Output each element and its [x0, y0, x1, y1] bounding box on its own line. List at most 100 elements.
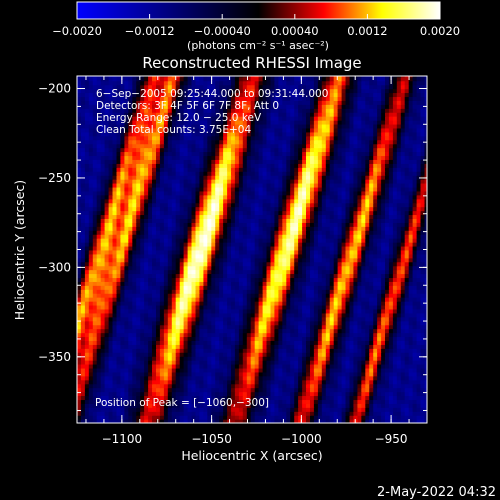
heatmap-cell: [215, 277, 220, 282]
heatmap-cell: [234, 214, 240, 219]
heatmap-cell: [77, 371, 82, 377]
heatmap-cell: [365, 281, 370, 286]
heatmap-cell: [408, 367, 414, 373]
heatmap-cell: [215, 411, 220, 416]
heatmap-cell: [412, 273, 418, 279]
heatmap-cell: [258, 383, 264, 389]
heatmap-cell: [250, 297, 256, 302]
heatmap-cell: [278, 348, 283, 353]
heatmap-cell: [104, 253, 110, 259]
heatmap-cell: [128, 257, 133, 263]
heatmap-cell: [152, 261, 157, 267]
heatmap-cell: [148, 222, 153, 227]
heatmap-cell: [120, 379, 125, 385]
heatmap-cell: [381, 411, 386, 416]
heatmap-cell: [77, 234, 82, 239]
heatmap-cell: [404, 415, 410, 420]
heatmap-cell: [369, 226, 374, 231]
heatmap-cell: [294, 383, 299, 389]
heatmap-cell: [345, 375, 351, 381]
heatmap-cell: [77, 308, 82, 314]
heatmap-cell: [242, 285, 248, 290]
heatmap-cell: [242, 253, 248, 259]
heatmap-cell: [329, 218, 335, 223]
heatmap-cell: [175, 273, 181, 279]
heatmap-cell: [396, 356, 402, 361]
heatmap-cell: [124, 257, 129, 263]
heatmap-cell: [294, 367, 299, 373]
heatmap-cell: [199, 383, 204, 389]
heatmap-cell: [179, 324, 185, 330]
heatmap-cell: [400, 364, 406, 369]
heatmap-cell: [159, 234, 165, 239]
heatmap-cell: [219, 391, 224, 397]
heatmap-cell: [171, 297, 177, 302]
heatmap-cell: [353, 371, 358, 377]
heatmap-cell: [270, 230, 276, 235]
heatmap-cell: [412, 375, 418, 381]
heatmap-cell: [278, 320, 283, 326]
heatmap-cell: [219, 226, 224, 231]
heatmap-cell: [404, 257, 410, 263]
heatmap-cell: [294, 371, 299, 377]
heatmap-cell: [199, 391, 204, 397]
heatmap-cell: [274, 320, 279, 326]
heatmap-cell: [250, 375, 256, 381]
heatmap-cell: [365, 210, 370, 216]
heatmap-cell: [159, 257, 165, 263]
heatmap-cell: [353, 210, 358, 216]
heatmap-cell: [179, 245, 185, 251]
heatmap-cell: [317, 356, 323, 361]
heatmap-cell: [227, 375, 232, 381]
heatmap-cell: [227, 320, 232, 326]
heatmap-cell: [310, 407, 315, 412]
heatmap-cell: [306, 367, 311, 373]
heatmap-cell: [88, 289, 94, 294]
heatmap-cell: [159, 367, 165, 373]
heatmap-cell: [171, 375, 177, 381]
heatmap-cell: [163, 328, 169, 334]
heatmap-cell: [361, 245, 366, 251]
heatmap-cell: [211, 324, 216, 330]
heatmap-cell: [167, 364, 173, 369]
heatmap-cell: [392, 253, 398, 259]
heatmap-cell: [306, 214, 311, 219]
heatmap-cell: [238, 281, 244, 286]
heatmap-cell: [120, 383, 125, 389]
heatmap-cell: [400, 269, 406, 275]
heatmap-cell: [286, 352, 291, 357]
heatmap-cell: [179, 391, 185, 397]
heatmap-cell: [92, 336, 98, 341]
heatmap-cell: [108, 403, 114, 408]
heatmap-cell: [274, 257, 279, 263]
heatmap-cell: [179, 332, 185, 338]
heatmap-cell: [84, 328, 90, 334]
heatmap-cell: [144, 336, 149, 341]
heatmap-cell: [223, 222, 228, 227]
heatmap-cell: [207, 336, 212, 341]
heatmap-cell: [148, 289, 153, 294]
heatmap-cell: [167, 297, 173, 302]
heatmap-cell: [313, 304, 319, 310]
heatmap-cell: [349, 230, 355, 235]
heatmap-cell: [88, 391, 94, 397]
heatmap-cell: [373, 391, 378, 397]
heatmap-cell: [199, 336, 204, 341]
heatmap-cell: [163, 218, 169, 223]
heatmap-cell: [313, 411, 319, 416]
heatmap-cell: [108, 364, 114, 369]
heatmap-cell: [333, 312, 339, 318]
heatmap-cell: [234, 399, 240, 404]
heatmap-cell: [242, 415, 248, 420]
heatmap-cell: [219, 387, 224, 393]
heatmap-cell: [179, 277, 185, 282]
heatmap-cell: [152, 273, 157, 279]
colorbar-unit-label: (photons cm⁻² s⁻¹ asec⁻²): [187, 39, 329, 52]
heatmap-cell: [238, 269, 244, 275]
heatmap-cell: [159, 277, 165, 282]
heatmap-cell: [108, 210, 114, 216]
heatmap-cell: [171, 360, 177, 365]
heatmap-cell: [167, 277, 173, 282]
heatmap-cell: [294, 202, 299, 208]
heatmap-cell: [116, 218, 122, 223]
